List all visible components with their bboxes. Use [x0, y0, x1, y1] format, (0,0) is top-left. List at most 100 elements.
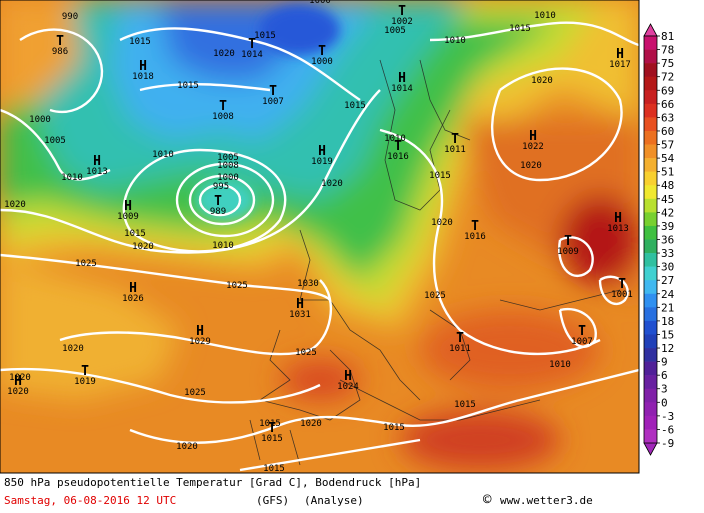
center-letter: H — [93, 154, 101, 169]
legend-tick-label: 15 — [661, 328, 674, 341]
legend-tick-label: 72 — [661, 71, 674, 84]
center-letter: T — [471, 219, 479, 234]
legend-band — [644, 348, 657, 362]
isobar-label: 1010 — [152, 150, 174, 160]
isobar-label: 1020 — [4, 200, 26, 210]
isobar-label: 1020 — [176, 442, 198, 452]
isobar-label: 1010 — [61, 173, 83, 183]
isobar-label: 1005 — [384, 26, 406, 36]
center-value: 1014 — [391, 84, 413, 94]
center-letter: H — [344, 369, 352, 384]
legend-tick-label: 12 — [661, 342, 674, 355]
legend-tick-label: 39 — [661, 220, 674, 233]
legend-band — [644, 415, 657, 430]
legend-tick-label: 66 — [661, 98, 674, 111]
isobar-label: 1000 — [29, 115, 51, 125]
legend-tick-label: 6 — [661, 369, 668, 382]
isobar-labels: 9901015102010151010101510051010100010051… — [4, 0, 571, 473]
isobar-label: 1010 — [549, 360, 571, 370]
cold-core — [195, 5, 340, 220]
center-letter: T — [268, 421, 276, 436]
isobar-label: 1020 — [132, 242, 154, 252]
isobar-label: 1015 — [259, 419, 281, 429]
center-letter: H — [529, 129, 537, 144]
legend-arrow-bottom — [643, 442, 658, 456]
isobar-label: 1015 — [454, 400, 476, 410]
isobar-label: 1020 — [531, 76, 553, 86]
center-value: 1013 — [86, 167, 108, 177]
isobar-label: 1015 — [509, 24, 531, 34]
center-letter: T — [269, 84, 277, 99]
center-value: 1020 — [7, 387, 29, 397]
center-letter: H — [196, 324, 204, 339]
legend-tick-label: 63 — [661, 111, 674, 124]
center-letter: H — [296, 297, 304, 312]
center-letter: H — [614, 211, 622, 226]
isobar-label: 1020 — [9, 373, 31, 383]
legend-band — [644, 171, 657, 186]
isobar-label: 1020 — [431, 218, 453, 228]
legend-band — [644, 225, 657, 240]
coastlines — [249, 59, 621, 466]
legend-tick-label: 57 — [661, 139, 674, 152]
legend-tick-label: 75 — [661, 57, 674, 70]
legend-tick-label: 42 — [661, 206, 674, 219]
isobar-label: 1015 — [124, 229, 146, 239]
center-value: 1007 — [262, 97, 284, 107]
isobar-label: 1005 — [44, 136, 66, 146]
legend-band — [644, 36, 657, 50]
isobar-label: 990 — [62, 12, 78, 22]
center-letter: T — [398, 4, 406, 19]
isobar-label: 1025 — [226, 281, 248, 291]
center-letter: H — [398, 71, 406, 86]
center-letter: T — [618, 277, 626, 292]
center-value: 1017 — [609, 60, 631, 70]
center-value: 1031 — [289, 310, 311, 320]
isobar-label: 1008 — [217, 161, 239, 171]
legend-tick-label: -9 — [661, 437, 674, 450]
legend-band — [644, 198, 657, 213]
isobar-label: 1010 — [212, 241, 234, 251]
isobar-label: 1015 — [254, 31, 276, 41]
legend-tick-label: 60 — [661, 125, 674, 138]
isobar-label: 1020 — [300, 419, 322, 429]
isobar-label: 1005 — [217, 153, 239, 163]
footer-model: (GFS) — [256, 494, 289, 507]
isobar-label: 1015 — [429, 171, 451, 181]
legend-tick-label: 9 — [661, 356, 668, 369]
center-value: 1000 — [311, 57, 333, 67]
isobar-label: 1020 — [62, 344, 84, 354]
legend-band — [644, 117, 657, 132]
isobar-label: 1025 — [75, 259, 97, 269]
color-legend: 8178757269666360575451484542393633302724… — [643, 23, 675, 456]
center-letter: T — [456, 331, 464, 346]
isobar-label: 1030 — [297, 279, 319, 289]
center-value: 1019 — [311, 157, 333, 167]
legend-band — [644, 212, 657, 227]
legend-tick-label: 0 — [661, 396, 668, 409]
center-value: 1019 — [74, 377, 96, 387]
center-value: 1013 — [607, 224, 629, 234]
center-value: 1001 — [611, 290, 633, 300]
center-value: 1009 — [557, 247, 579, 257]
isobar-label: 1015 — [129, 37, 151, 47]
center-value: 1024 — [337, 382, 359, 392]
center-letter: T — [564, 234, 572, 249]
legend-band — [644, 253, 657, 267]
legend-band — [644, 76, 657, 91]
isobar-label: 1015 — [177, 81, 199, 91]
legend-band — [644, 375, 657, 390]
isobar-label: 1025 — [295, 348, 317, 358]
footer-copyright: © — [483, 492, 492, 508]
center-letter: T — [56, 34, 64, 49]
legend-tick-label: -3 — [661, 410, 674, 423]
legend-tick-label: 36 — [661, 234, 674, 247]
center-value: 1016 — [387, 152, 409, 162]
map-field: 9901015102010151010101510051010100010051… — [0, 0, 639, 473]
isobar-label: 1025 — [184, 388, 206, 398]
legend-tick-label: 27 — [661, 274, 674, 287]
footer: 850 hPa pseudopotentielle Temperatur [Gr… — [4, 476, 593, 508]
center-letter: H — [139, 59, 147, 74]
